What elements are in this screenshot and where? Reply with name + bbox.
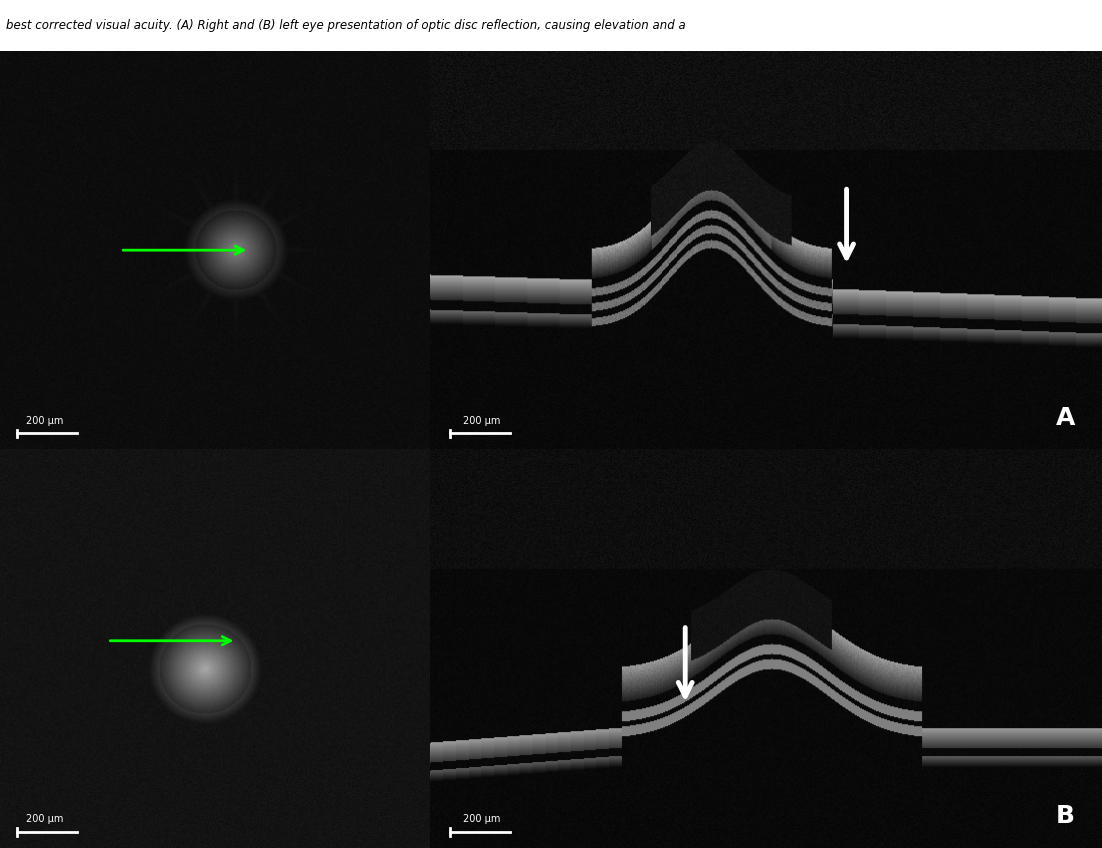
Text: 200 μm: 200 μm [463, 416, 500, 426]
Text: 200 μm: 200 μm [463, 814, 500, 824]
Text: B: B [1056, 804, 1076, 828]
Text: 200 μm: 200 μm [25, 814, 63, 824]
Text: A: A [1056, 405, 1076, 429]
Text: 200 μm: 200 μm [25, 416, 63, 426]
Text: best corrected visual acuity. (A) Right and (B) left eye presentation of optic d: best corrected visual acuity. (A) Right … [6, 19, 685, 32]
